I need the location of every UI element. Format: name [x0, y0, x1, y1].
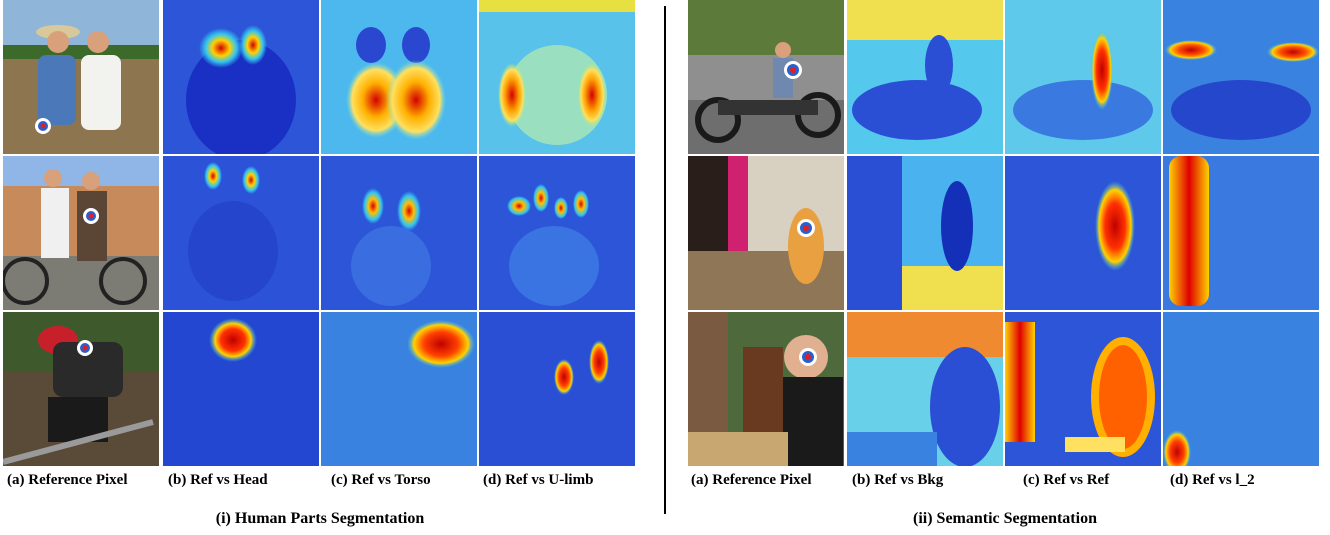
- column-label-b: (b) Ref vs Head: [168, 472, 268, 488]
- heatmap-ref-row1: [1005, 0, 1161, 154]
- column-label-a: (a) Reference Pixel: [7, 472, 128, 488]
- column-label-c: (c) Ref vs Torso: [331, 472, 431, 488]
- photo-cat-indoor: [688, 156, 844, 310]
- heatmap-ulimb-row3: [479, 312, 635, 466]
- column-label-c-semantic: (c) Ref vs Ref: [1023, 472, 1110, 488]
- reference-photo-row2: [3, 156, 159, 310]
- heatmap-head-row1: [163, 0, 319, 154]
- reference-photo-row3-semantic: [688, 312, 844, 466]
- photo-cyclist: [3, 312, 159, 466]
- heatmap-torso-row1: [321, 0, 477, 154]
- photo-men-at-table: [688, 312, 844, 466]
- heatmap-l2-row1: [1163, 0, 1319, 154]
- photo-motorcyclist-street: [688, 0, 844, 154]
- photo-men-with-motorcycles: [3, 156, 159, 310]
- heatmap-bkg-row3: [847, 312, 1003, 466]
- heatmap-ulimb-row1: [479, 0, 635, 154]
- heatmap-head-row3: [163, 312, 319, 466]
- heatmap-l2-row3: [1163, 312, 1319, 466]
- panel-caption-semantic: (ii) Semantic Segmentation: [913, 510, 1097, 527]
- heatmap-l2-row2: [1163, 156, 1319, 310]
- column-label-d: (d) Ref vs U-limb: [483, 472, 594, 488]
- reference-photo-row1-semantic: [688, 0, 844, 154]
- reference-photo-row2-semantic: [688, 156, 844, 310]
- reference-photo-row3: [3, 312, 159, 466]
- heatmap-bkg-row2: [847, 156, 1003, 310]
- panel-caption: (i) Human Parts Segmentation: [215, 510, 425, 527]
- reference-photo-row1: [3, 0, 159, 154]
- heatmap-ref-row3: [1005, 312, 1161, 466]
- column-label-a-semantic: (a) Reference Pixel: [691, 472, 812, 488]
- heatmap-head-row2: [163, 156, 319, 310]
- column-label-d-semantic: (d) Ref vs l_2: [1170, 472, 1255, 488]
- heatmap-ref-row2: [1005, 156, 1161, 310]
- panel-divider: [664, 6, 666, 514]
- heatmap-torso-row3: [321, 312, 477, 466]
- photo-two-men-field: [3, 0, 159, 154]
- heatmap-ulimb-row2: [479, 156, 635, 310]
- column-label-b-semantic: (b) Ref vs Bkg: [852, 472, 944, 488]
- heatmap-torso-row2: [321, 156, 477, 310]
- heatmap-bkg-row1: [847, 0, 1003, 154]
